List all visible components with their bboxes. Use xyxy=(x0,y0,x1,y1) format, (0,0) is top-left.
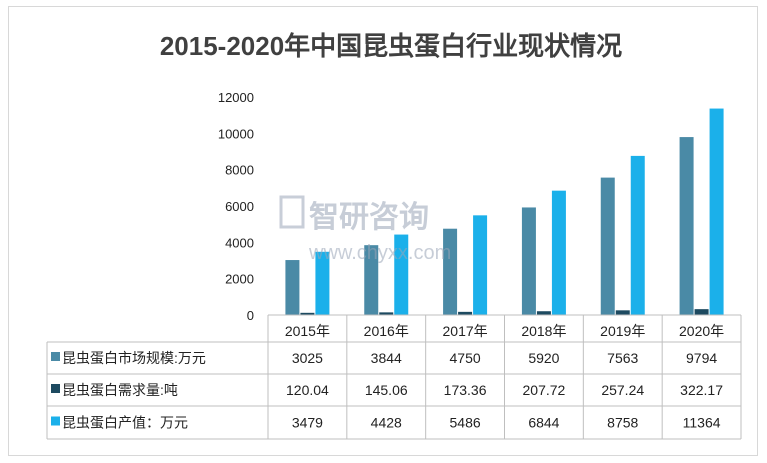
bar-series-2 xyxy=(694,309,709,315)
data-label: 145.06 xyxy=(365,382,408,398)
legend-label: 昆虫蛋白产值：万元 xyxy=(62,415,188,431)
watermark-url: www.chyxx.com xyxy=(308,242,451,264)
data-label: 9794 xyxy=(686,350,717,366)
bar-series-2 xyxy=(458,311,473,315)
data-label: 7563 xyxy=(607,350,638,366)
watermark: 智研咨询 www.chyxx.com xyxy=(279,195,451,264)
legend-swatch xyxy=(51,416,60,426)
data-label: 322.17 xyxy=(680,382,723,398)
data-label: 3844 xyxy=(371,350,402,366)
x-category-label: 2015年 xyxy=(285,323,330,339)
legend-swatch xyxy=(51,352,60,361)
legend-label: 昆虫蛋白需求量:吨 xyxy=(62,382,178,398)
bar-series-2 xyxy=(615,310,630,315)
bar-chart: 2015-2020年中国昆虫蛋白行业现状情况 0 2000 4000 6000 8000… xyxy=(46,31,742,440)
bar-series-3 xyxy=(551,190,566,315)
data-label: 207.72 xyxy=(523,382,566,398)
bar-series-2 xyxy=(379,312,394,315)
data-label: 11364 xyxy=(683,415,721,431)
bar-series-2 xyxy=(536,311,551,315)
bar-series-3 xyxy=(630,155,645,315)
y-tick-label: 6000 xyxy=(225,199,254,214)
y-tick-label: 8000 xyxy=(225,163,254,178)
y-tick-label: 4000 xyxy=(225,235,254,250)
y-tick-label: 10000 xyxy=(218,126,254,141)
x-category-label: 2019年 xyxy=(600,323,645,339)
bar-series-1 xyxy=(679,137,694,315)
data-label: 6844 xyxy=(528,415,559,431)
data-label: 3479 xyxy=(292,415,323,431)
x-category-label: 2016年 xyxy=(364,323,409,339)
bar-series-1 xyxy=(285,260,300,315)
bar-series-3 xyxy=(473,215,488,315)
bar-series-3 xyxy=(709,108,724,315)
data-label: 257.24 xyxy=(601,382,644,398)
data-label: 120.04 xyxy=(286,382,329,398)
data-label: 4750 xyxy=(450,350,481,366)
bar-series-2 xyxy=(300,312,315,315)
y-tick-label: 0 xyxy=(247,308,254,323)
bar-series-3 xyxy=(315,251,330,315)
bar-series-3 xyxy=(394,234,409,315)
x-category-label: 2018年 xyxy=(521,323,566,339)
chart-container: 2015-2020年中国昆虫蛋白行业现状情况 0 2000 4000 6000 8000… xyxy=(8,6,758,456)
data-label: 4428 xyxy=(371,415,402,431)
bar-series-1 xyxy=(600,177,615,315)
data-label: 5486 xyxy=(450,415,481,431)
data-label: 3025 xyxy=(292,350,323,366)
watermark-brand: 智研咨询 xyxy=(309,201,429,234)
chart-title: 2015-2020年中国昆虫蛋白行业现状情况 xyxy=(160,31,622,61)
bar-series-1 xyxy=(521,207,536,315)
bar-series-1 xyxy=(364,245,379,315)
legend-label: 昆虫蛋白市场规模:万元 xyxy=(62,350,206,366)
data-label: 8758 xyxy=(607,415,638,431)
legend-swatch xyxy=(51,384,60,393)
y-tick-label: 12000 xyxy=(218,90,254,105)
y-tick-label: 2000 xyxy=(225,272,254,287)
x-category-label: 2020年 xyxy=(679,323,724,339)
x-category-label: 2017年 xyxy=(443,323,488,339)
data-label: 173.36 xyxy=(444,382,487,398)
data-label: 5920 xyxy=(528,350,559,366)
bar-series-1 xyxy=(443,228,458,315)
